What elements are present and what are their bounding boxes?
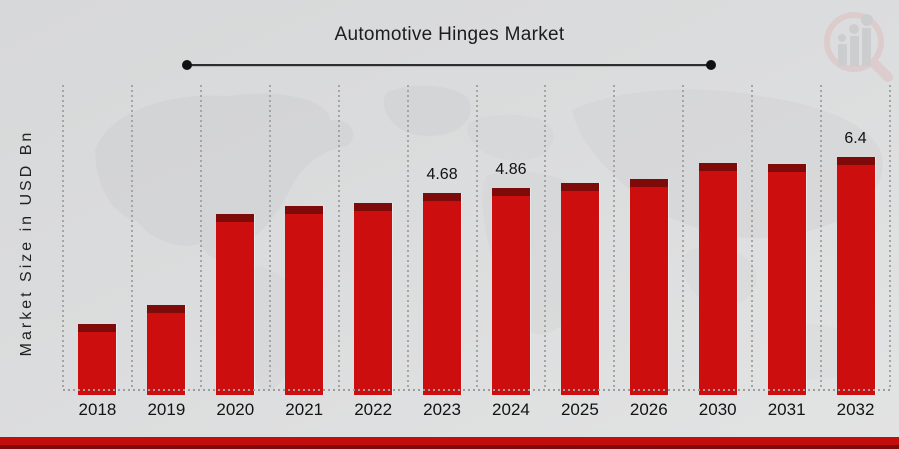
x-tick-label-2018: 2018 [78, 400, 117, 419]
x-tick-label-2022: 2022 [354, 400, 393, 419]
gridline [613, 85, 616, 390]
x-tick-label-2026: 2026 [629, 400, 668, 419]
x-tick-label-2025: 2025 [560, 400, 599, 419]
bar-cap [560, 183, 599, 191]
gridline [751, 85, 754, 390]
gridline [130, 85, 133, 390]
gridline [544, 85, 547, 390]
bar-cap [836, 157, 875, 165]
bar-2021 [285, 206, 324, 395]
bar-cap [147, 305, 186, 313]
data-label-2023: 4.68 [426, 166, 458, 183]
gridline [889, 85, 891, 390]
data-label-2032: 6.4 [844, 130, 867, 147]
x-tick-label-2024: 2024 [492, 400, 530, 419]
bar-cap [78, 324, 117, 332]
bar-2024 [491, 188, 530, 395]
gridline [199, 85, 202, 390]
bar-cap [354, 203, 393, 211]
bar-cap [285, 206, 324, 214]
x-tick-label-2030: 2030 [698, 400, 737, 419]
bar-2031 [767, 164, 806, 395]
bar-cap [698, 163, 737, 171]
chart-title: Automotive Hinges Market [334, 24, 565, 45]
gridline [682, 85, 685, 390]
bar-cap [491, 188, 530, 196]
gridline [337, 85, 340, 390]
bar-cap [216, 214, 255, 222]
bar-2030 [698, 163, 737, 395]
gridline [62, 85, 64, 390]
x-tick-label-2021: 2021 [285, 400, 324, 419]
title-underline [182, 60, 716, 70]
footer-stripe-dark [0, 445, 899, 449]
bar-cap [767, 164, 806, 172]
underline-endpoint-dot-right [706, 60, 716, 70]
axis-baseline [63, 389, 890, 391]
bar-cap [629, 179, 668, 187]
footer-stripe-red [0, 437, 899, 445]
bar-2032 [836, 157, 875, 395]
bar-2022 [354, 203, 393, 395]
bar-2026 [629, 179, 668, 395]
gridline [820, 85, 823, 390]
x-tick-label-2031: 2031 [767, 400, 806, 419]
bar-2018 [78, 324, 117, 395]
gridline [406, 85, 409, 390]
bar-2025 [560, 183, 599, 395]
data-label-2024: 4.86 [495, 161, 527, 178]
underline-endpoint-dot-left [182, 60, 192, 70]
gridline [475, 85, 478, 390]
x-tick-label-2032: 2032 [836, 400, 875, 419]
x-tick-label-2023: 2023 [423, 400, 461, 419]
bar-cap [423, 193, 462, 201]
bar-2023 [423, 193, 462, 395]
bar-2019 [147, 305, 186, 395]
bar-2020 [216, 214, 255, 395]
gridline [268, 85, 271, 390]
x-tick-label-2019: 2019 [147, 400, 186, 419]
x-tick-label-2020: 2020 [216, 400, 255, 419]
